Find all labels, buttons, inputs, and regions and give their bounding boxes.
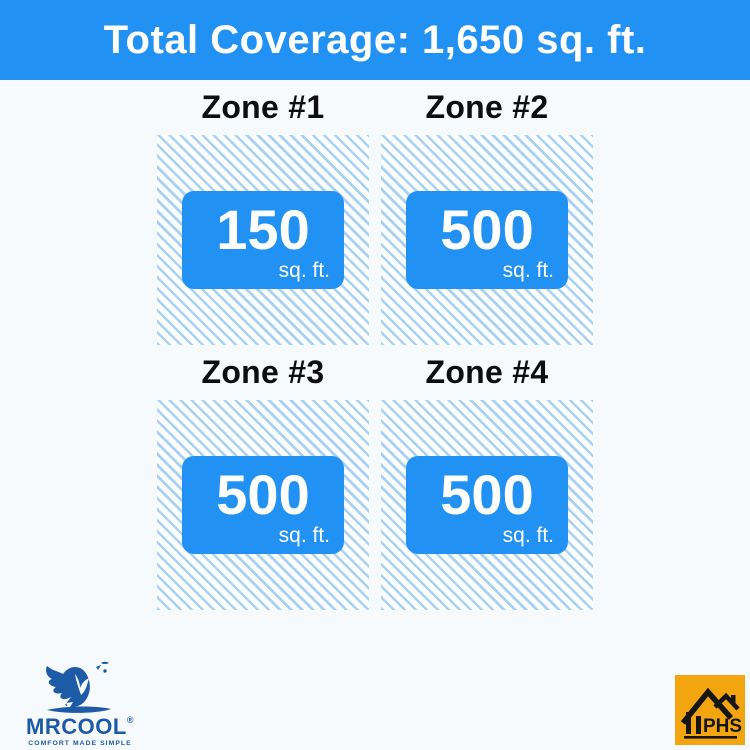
- zone-4-unit: sq. ft.: [502, 524, 554, 547]
- zone-3-title: Zone #3: [201, 354, 325, 390]
- mrcool-logo: MRCOOL® COMFORT MADE SIMPLE: [20, 660, 140, 747]
- total-coverage-title: Total Coverage: 1,650 sq. ft.: [103, 17, 647, 62]
- phs-wordmark: PHS: [703, 716, 742, 737]
- zone-1-coverage-area: 150 sq. ft.: [157, 135, 369, 345]
- zone-4-card: 500 sq. ft.: [406, 456, 568, 554]
- zone-1-title: Zone #1: [201, 89, 325, 125]
- zone-3: Zone #3 500 sq. ft.: [157, 345, 369, 610]
- zone-4: Zone #4 500 sq. ft.: [381, 345, 593, 610]
- zones-grid: Zone #1 150 sq. ft. Zone #2 500 sq. ft. …: [157, 80, 593, 610]
- mrcool-tagline: COMFORT MADE SIMPLE: [28, 740, 132, 747]
- mrcool-wordmark: MRCOOL®: [26, 714, 134, 739]
- zone-3-value: 500: [216, 463, 310, 526]
- zone-2-coverage-area: 500 sq. ft.: [381, 135, 593, 345]
- zone-2-value: 500: [440, 198, 534, 261]
- zone-3-unit: sq. ft.: [278, 524, 330, 547]
- zone-2: Zone #2 500 sq. ft.: [381, 80, 593, 345]
- zone-1-unit: sq. ft.: [278, 259, 330, 282]
- mrcool-penguin-icon: [46, 661, 111, 713]
- phs-logo: PHS: [675, 675, 745, 745]
- zone-1-card: 150 sq. ft.: [182, 191, 344, 289]
- zone-3-card: 500 sq. ft.: [182, 456, 344, 554]
- header-banner: Total Coverage: 1,650 sq. ft.: [0, 0, 750, 80]
- phs-house-icon: PHS: [680, 687, 742, 739]
- registered-mark: ®: [126, 715, 134, 725]
- zone-3-coverage-area: 500 sq. ft.: [157, 400, 369, 610]
- zone-4-value: 500: [440, 463, 534, 526]
- zone-2-unit: sq. ft.: [502, 259, 554, 282]
- zone-1: Zone #1 150 sq. ft.: [157, 80, 369, 345]
- zone-4-coverage-area: 500 sq. ft.: [381, 400, 593, 610]
- zone-2-title: Zone #2: [425, 89, 549, 125]
- zone-2-card: 500 sq. ft.: [406, 191, 568, 289]
- zone-1-value: 150: [216, 198, 310, 261]
- zone-4-title: Zone #4: [425, 354, 549, 390]
